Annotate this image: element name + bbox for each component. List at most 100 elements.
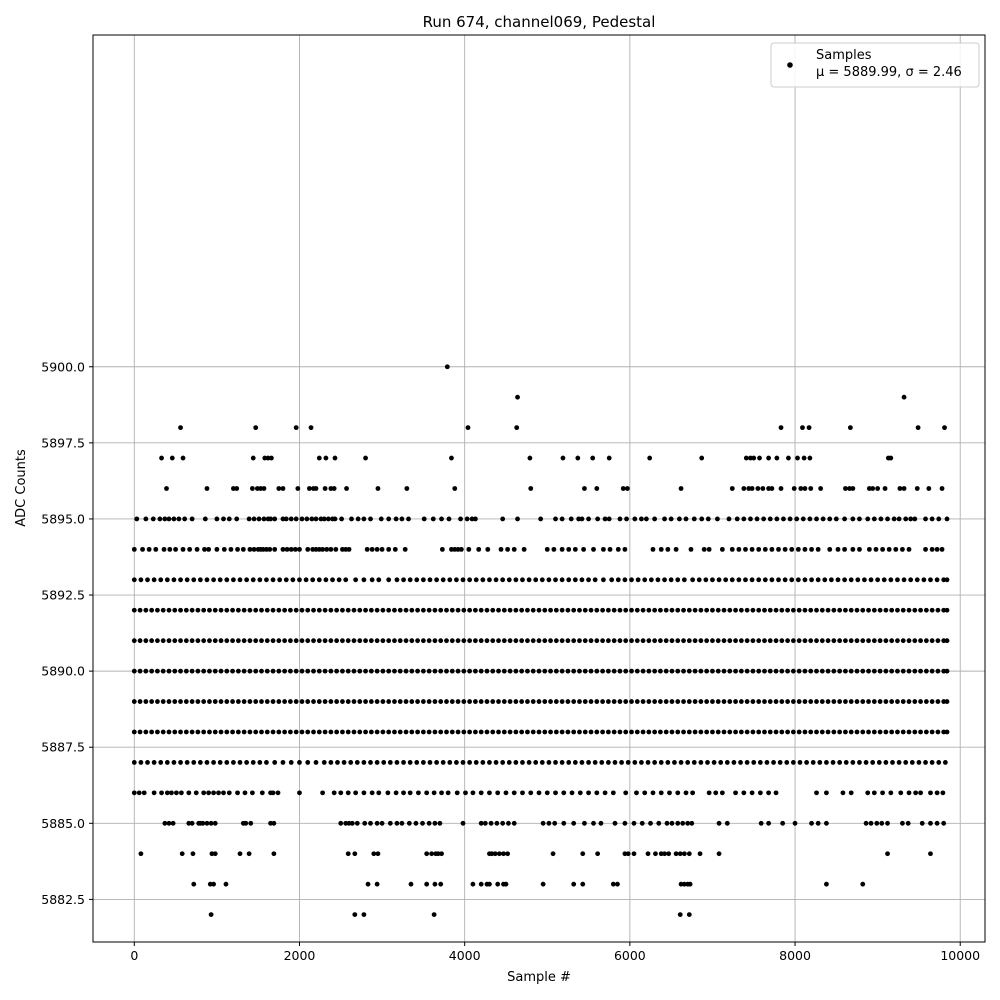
data-point [642, 577, 648, 583]
data-point [364, 546, 370, 552]
data-point [221, 546, 227, 552]
data-point [634, 699, 640, 704]
data-point [652, 729, 658, 735]
data-point [403, 607, 409, 613]
data-point [591, 820, 596, 826]
data-point [172, 668, 178, 674]
data-point [272, 546, 278, 552]
data-point [460, 760, 466, 765]
data-point [208, 820, 214, 826]
data-point [868, 577, 874, 583]
x-axis-label: Sample # [507, 970, 571, 985]
data-point [212, 729, 218, 735]
data-point [756, 607, 762, 613]
data-point [762, 638, 767, 644]
data-point [261, 516, 267, 522]
data-point [824, 790, 829, 796]
data-point [519, 729, 525, 735]
data-point [565, 638, 571, 644]
data-point [478, 790, 484, 796]
data-point [426, 638, 432, 644]
data-point [204, 577, 210, 583]
data-point [280, 486, 286, 491]
data-point [900, 820, 905, 826]
legend-box [770, 42, 980, 88]
data-point [455, 638, 461, 644]
data-point [686, 851, 692, 857]
data-point [461, 729, 467, 735]
data-point [710, 729, 715, 735]
data-point [155, 668, 160, 674]
data-point [440, 760, 446, 765]
data-point [546, 820, 552, 826]
data-point [143, 516, 149, 522]
data-point [769, 546, 775, 552]
data-point [322, 638, 328, 644]
data-point [906, 790, 912, 796]
data-point [282, 729, 288, 735]
data-point [283, 577, 289, 583]
data-point [452, 486, 458, 491]
data-point [631, 851, 637, 857]
data-point [503, 790, 509, 796]
data-point [944, 577, 950, 583]
data-point [798, 486, 804, 491]
data-point [299, 607, 305, 613]
data-point [692, 668, 698, 674]
data-point [690, 790, 696, 796]
data-point [525, 699, 530, 704]
data-point [572, 760, 578, 765]
data-point [646, 638, 652, 644]
data-point [802, 729, 808, 735]
data-point [592, 760, 598, 765]
data-point [240, 546, 246, 552]
data-point [292, 546, 298, 552]
data-point [334, 729, 340, 735]
data-point [935, 638, 941, 644]
data-point [138, 851, 144, 857]
data-point [515, 394, 520, 400]
data-point [809, 577, 814, 583]
data-point [235, 546, 240, 552]
data-point [183, 668, 189, 674]
data-point [506, 577, 512, 583]
data-point [553, 699, 559, 704]
data-point [669, 699, 675, 704]
data-point [311, 607, 316, 613]
data-point [750, 638, 756, 644]
data-point [871, 729, 877, 735]
data-point [681, 607, 686, 613]
data-point [401, 760, 406, 765]
data-point [716, 851, 722, 857]
data-point [870, 760, 876, 765]
data-point [530, 638, 536, 644]
data-point [343, 546, 349, 552]
data-point [756, 546, 762, 552]
data-point [158, 760, 164, 765]
data-point [415, 638, 420, 644]
data-point [478, 699, 484, 704]
data-point [744, 607, 750, 613]
data-point [513, 668, 519, 674]
data-point [716, 577, 722, 583]
data-point [635, 577, 641, 583]
data-point [207, 668, 212, 674]
data-point [944, 668, 950, 674]
data-point [507, 638, 513, 644]
data-point [681, 851, 687, 857]
data-point [738, 607, 744, 613]
data-point [871, 699, 877, 704]
data-point [918, 668, 923, 674]
data-point [224, 638, 230, 644]
data-point [212, 638, 218, 644]
data-point [675, 790, 681, 796]
data-point [160, 729, 166, 735]
data-point [610, 790, 616, 796]
data-point [850, 516, 856, 522]
data-point [664, 820, 670, 826]
data-point [755, 486, 761, 491]
data-point [155, 607, 160, 613]
data-point [386, 699, 392, 704]
data-point [465, 425, 471, 431]
data-point [137, 699, 143, 704]
